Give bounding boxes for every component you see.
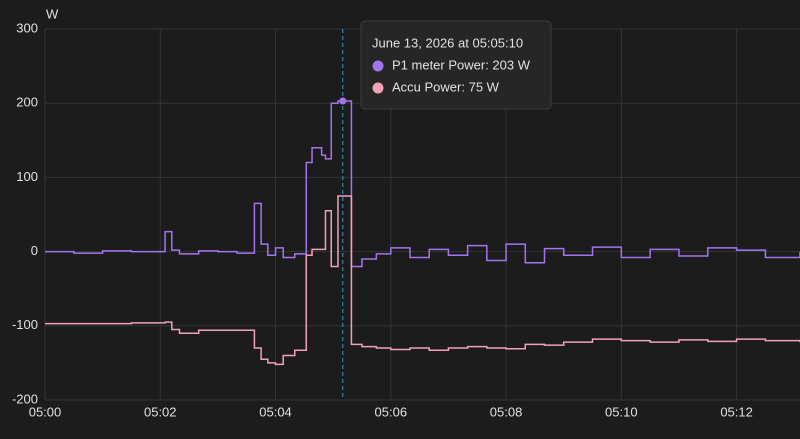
y-tick-label: -100 — [12, 317, 38, 332]
x-tick-label: 05:00 — [29, 404, 62, 419]
tooltip-item: P1 meter Power: 203 W — [392, 57, 531, 72]
y-tick-label: -200 — [12, 391, 38, 406]
legend-swatch — [372, 82, 384, 94]
y-tick-label: 200 — [16, 95, 38, 110]
x-tick-label: 05:06 — [375, 404, 408, 419]
y-axis-label: W — [46, 6, 59, 21]
tooltip-box — [360, 20, 552, 110]
tooltip: June 13, 2026 at 05:05:10 P1 meter Power… — [360, 20, 552, 110]
legend-swatch — [372, 60, 384, 72]
x-tick-label: 05:08 — [490, 404, 523, 419]
x-tick-label: 05:04 — [259, 404, 292, 419]
y-tick-label: 0 — [31, 243, 38, 258]
x-tick-label: 05:12 — [720, 404, 753, 419]
hover-point — [339, 97, 347, 105]
tooltip-item: Accu Power: 75 W — [392, 79, 500, 94]
x-tick-label: 05:10 — [605, 404, 638, 419]
tooltip-title: June 13, 2026 at 05:05:10 — [372, 35, 523, 50]
y-tick-label: 100 — [16, 169, 38, 184]
plot — [45, 29, 800, 400]
series-line — [45, 195, 800, 366]
y-tick-label: 300 — [16, 20, 38, 35]
x-tick-label: 05:02 — [144, 404, 177, 419]
